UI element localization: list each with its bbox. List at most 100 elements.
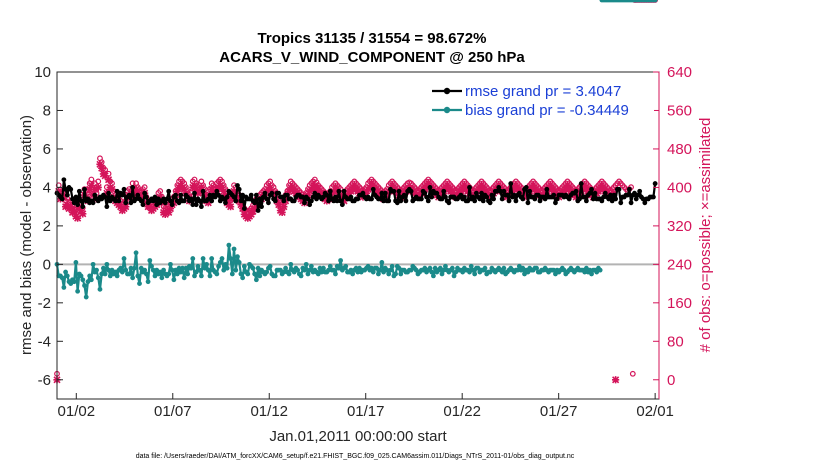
bias-point <box>331 267 337 273</box>
bias-point <box>369 265 374 271</box>
bias-point <box>82 283 87 288</box>
bias-point <box>226 242 232 248</box>
y-right-tick-label: 400 <box>667 179 692 196</box>
obs-assimilated-marker <box>70 207 78 216</box>
bias-point <box>180 265 185 271</box>
rmse-point <box>291 198 297 204</box>
bias-point <box>321 265 326 271</box>
rmse-point <box>214 188 220 194</box>
obs-possible-marker <box>95 178 102 185</box>
rmse-point <box>516 190 522 196</box>
rmse-point <box>370 186 376 192</box>
bias-point <box>379 260 385 265</box>
bias-point <box>245 271 251 277</box>
obs-assimilated-marker <box>74 214 82 222</box>
rmse-point <box>197 198 203 204</box>
obs-assimilated-marker <box>79 210 87 218</box>
bias-point <box>195 263 201 269</box>
legend-box <box>428 78 654 122</box>
rmse-point <box>224 194 230 200</box>
rmse-point <box>198 204 204 210</box>
rmse-point <box>461 194 467 200</box>
bias-point <box>241 263 247 269</box>
bias-point <box>97 286 103 292</box>
bias-point <box>63 269 68 275</box>
bias-point <box>272 273 278 279</box>
bias-point <box>83 294 89 300</box>
bias-point <box>317 265 323 271</box>
rmse-point <box>398 198 404 204</box>
bias-point <box>216 263 221 269</box>
obs-assimilated-marker <box>55 187 63 195</box>
rmse-point <box>379 190 385 196</box>
rmse-point <box>602 190 608 196</box>
obs-possible-marker <box>141 184 148 191</box>
rmse-point <box>284 192 290 198</box>
rmse-point <box>241 206 247 211</box>
obs-assimilated-marker <box>116 203 125 211</box>
bias-point <box>135 273 141 279</box>
bias-point <box>235 254 240 260</box>
chart-title: Tropics 31135 / 31554 = 98.672% <box>258 30 487 47</box>
obs-assimilated-marker <box>383 191 391 199</box>
obs-assimilated-marker <box>266 183 274 192</box>
rmse-point <box>192 190 197 196</box>
bias-point <box>104 261 110 267</box>
bias-point <box>205 267 211 273</box>
bias-point <box>319 269 325 275</box>
rmse-point <box>599 198 605 204</box>
rmse-point <box>484 194 490 200</box>
bias-point <box>99 271 105 277</box>
y-left-tick-label: -6 <box>38 372 51 389</box>
bias-point <box>223 261 228 267</box>
bias-point <box>198 273 204 279</box>
obs-assimilated-marker <box>278 208 286 217</box>
obs-assimilated-marker <box>170 199 178 207</box>
rmse-point <box>223 200 228 206</box>
bias-point <box>348 267 354 273</box>
rmse-point <box>511 192 517 198</box>
bias-point <box>214 271 220 277</box>
bias-point <box>350 271 356 277</box>
bias-point <box>327 263 333 269</box>
bias-point <box>515 267 521 273</box>
rmse-point <box>527 188 533 194</box>
obs-assimilated-marker <box>75 203 83 211</box>
rmse-point <box>266 200 271 206</box>
legend-entry-bias: bias grand pr = -0.34449 <box>465 102 629 119</box>
rmse-point <box>104 204 110 210</box>
rmse-point <box>324 192 330 198</box>
rmse-point <box>427 185 433 190</box>
bias-point <box>224 265 230 271</box>
bias-point <box>589 271 594 277</box>
bias-point <box>59 275 65 281</box>
plot-area <box>53 0 659 384</box>
obs-assimilated-marker <box>166 204 175 213</box>
rmse-point <box>499 196 505 202</box>
bias-point <box>252 271 258 277</box>
obs-assimilated-marker <box>304 191 312 199</box>
rmse-point <box>472 198 478 204</box>
x-tick-label: 01/17 <box>347 403 385 420</box>
bias-point <box>551 267 557 273</box>
rmse-point <box>382 190 388 196</box>
obs-assimilated-marker <box>237 201 245 209</box>
rmse-point <box>281 198 287 204</box>
rmse-point <box>651 194 656 200</box>
obs-possible-marker <box>629 370 636 377</box>
bias-point <box>281 269 287 275</box>
bias-point <box>389 263 395 269</box>
bias-point <box>102 271 108 277</box>
rmse-point <box>276 190 282 196</box>
rmse-point <box>259 204 264 210</box>
bias-point <box>190 256 196 261</box>
y-right-tick-label: 80 <box>667 333 684 350</box>
rmse-point <box>473 190 479 196</box>
y-left-tick-label: 2 <box>43 218 51 235</box>
obs-assimilated-marker <box>226 203 235 211</box>
rmse-point <box>587 190 593 196</box>
rmse-point <box>424 194 429 200</box>
bias-point <box>166 271 172 277</box>
bias-point <box>149 263 154 269</box>
bias-point <box>253 277 259 283</box>
